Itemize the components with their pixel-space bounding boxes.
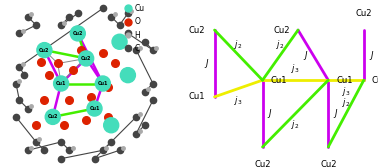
Text: Cu2: Cu2 bbox=[254, 160, 271, 167]
Text: Cu1: Cu1 bbox=[188, 92, 205, 101]
Text: J: J bbox=[304, 51, 307, 60]
Text: Cu2: Cu2 bbox=[73, 31, 83, 36]
Text: Cu1: Cu1 bbox=[98, 81, 108, 86]
Text: Cu2: Cu2 bbox=[81, 56, 91, 61]
Circle shape bbox=[87, 101, 102, 116]
Text: H: H bbox=[135, 31, 140, 40]
Text: C: C bbox=[135, 44, 140, 53]
Circle shape bbox=[79, 51, 94, 66]
Text: Cu1: Cu1 bbox=[56, 81, 66, 86]
Text: Cu2: Cu2 bbox=[274, 26, 290, 35]
Circle shape bbox=[95, 76, 110, 91]
Text: Cu2: Cu2 bbox=[320, 160, 336, 167]
Text: Cu2: Cu2 bbox=[188, 26, 205, 35]
Text: $j_2$: $j_2$ bbox=[342, 96, 350, 109]
Circle shape bbox=[54, 76, 69, 91]
Text: $j_3$: $j_3$ bbox=[291, 62, 300, 75]
Circle shape bbox=[37, 43, 52, 58]
Text: J: J bbox=[206, 59, 208, 68]
Text: Cu2: Cu2 bbox=[356, 9, 372, 18]
Text: Cu1: Cu1 bbox=[336, 76, 353, 85]
Text: $j_2$: $j_2$ bbox=[234, 38, 243, 51]
Circle shape bbox=[70, 26, 85, 41]
Circle shape bbox=[120, 68, 135, 83]
Text: Cu1: Cu1 bbox=[271, 76, 287, 85]
Text: J: J bbox=[335, 109, 337, 118]
Circle shape bbox=[104, 118, 119, 133]
Text: O: O bbox=[135, 17, 141, 26]
Text: J: J bbox=[269, 109, 271, 118]
Circle shape bbox=[45, 109, 60, 124]
Text: $j_2$: $j_2$ bbox=[291, 118, 300, 131]
Circle shape bbox=[112, 34, 127, 49]
Text: $j_3$: $j_3$ bbox=[342, 85, 350, 98]
Text: J: J bbox=[370, 51, 372, 60]
Text: Cu1: Cu1 bbox=[89, 106, 100, 111]
Text: Cu2: Cu2 bbox=[48, 114, 58, 119]
Text: Cu2: Cu2 bbox=[39, 48, 50, 53]
Text: Cu: Cu bbox=[135, 4, 145, 13]
Text: $j_2$: $j_2$ bbox=[276, 38, 285, 51]
Text: $j_3$: $j_3$ bbox=[234, 94, 243, 107]
Text: Cu1: Cu1 bbox=[372, 76, 378, 85]
